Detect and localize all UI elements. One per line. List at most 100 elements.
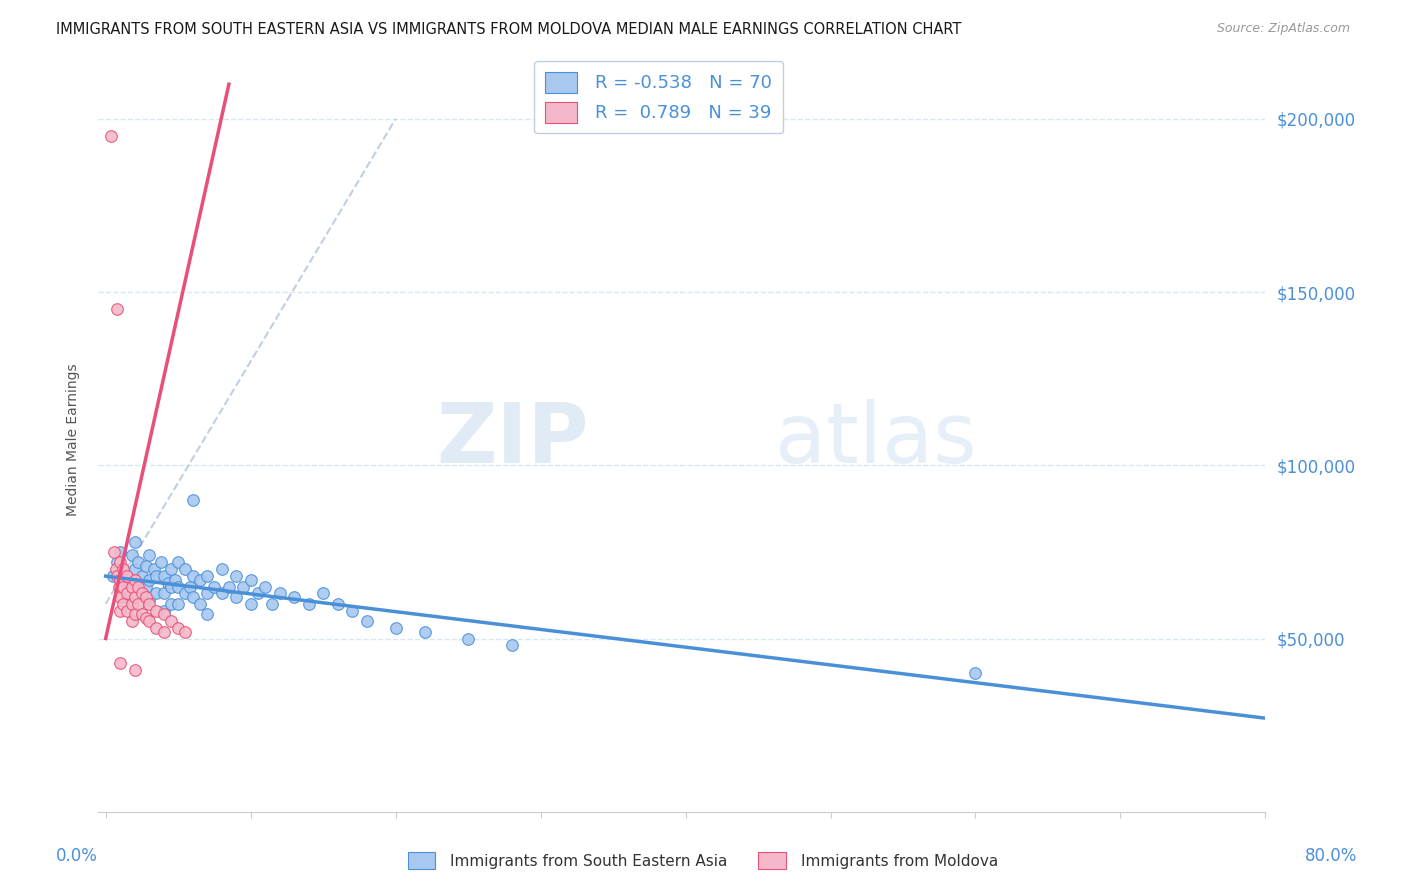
Text: ZIP: ZIP bbox=[436, 399, 589, 480]
Point bbox=[135, 611, 157, 625]
Point bbox=[117, 569, 139, 583]
Point bbox=[127, 597, 149, 611]
Point bbox=[211, 562, 233, 576]
Point bbox=[121, 597, 143, 611]
Point bbox=[152, 607, 174, 622]
Point bbox=[167, 621, 190, 635]
Point bbox=[124, 607, 146, 622]
Point bbox=[239, 573, 262, 587]
Point bbox=[181, 492, 204, 507]
Point bbox=[195, 569, 218, 583]
Point bbox=[138, 593, 160, 607]
Point bbox=[298, 597, 321, 611]
Point bbox=[218, 580, 240, 594]
Point bbox=[108, 590, 131, 604]
Point bbox=[104, 562, 127, 576]
Point bbox=[124, 534, 146, 549]
Point bbox=[965, 666, 987, 681]
Point bbox=[165, 573, 187, 587]
Point bbox=[413, 624, 436, 639]
Point bbox=[131, 586, 153, 600]
Point bbox=[457, 632, 479, 646]
Point bbox=[108, 604, 131, 618]
Point bbox=[117, 586, 139, 600]
Point bbox=[167, 597, 190, 611]
Text: Source: ZipAtlas.com: Source: ZipAtlas.com bbox=[1216, 22, 1350, 36]
Point bbox=[108, 580, 131, 594]
Point bbox=[121, 580, 143, 594]
Point bbox=[232, 580, 254, 594]
Text: 0.0%: 0.0% bbox=[56, 847, 98, 864]
Point bbox=[121, 614, 143, 628]
Point bbox=[149, 555, 172, 569]
Point bbox=[188, 597, 211, 611]
Point bbox=[121, 576, 143, 591]
Point bbox=[108, 545, 131, 559]
Point bbox=[108, 573, 131, 587]
Point bbox=[108, 656, 131, 670]
Point bbox=[135, 590, 157, 604]
Point bbox=[156, 576, 179, 591]
Point bbox=[105, 302, 128, 317]
Point bbox=[142, 562, 165, 576]
Point bbox=[262, 597, 284, 611]
Point bbox=[152, 624, 174, 639]
Point bbox=[239, 597, 262, 611]
Point bbox=[181, 590, 204, 604]
Point bbox=[174, 562, 197, 576]
Point bbox=[117, 604, 139, 618]
Point bbox=[202, 580, 225, 594]
Point bbox=[124, 573, 146, 587]
Point bbox=[121, 549, 143, 563]
Point bbox=[145, 586, 167, 600]
Point bbox=[312, 586, 335, 600]
Text: 80.0%: 80.0% bbox=[1305, 847, 1357, 864]
Point bbox=[127, 555, 149, 569]
Point bbox=[100, 129, 122, 144]
Point bbox=[105, 555, 128, 569]
Point bbox=[225, 590, 247, 604]
Point bbox=[269, 586, 291, 600]
Point bbox=[356, 614, 378, 628]
Point bbox=[138, 614, 160, 628]
Point bbox=[384, 621, 406, 635]
Point bbox=[145, 604, 167, 618]
Point bbox=[160, 562, 183, 576]
Point bbox=[127, 580, 149, 594]
Y-axis label: Median Male Earnings: Median Male Earnings bbox=[66, 363, 80, 516]
Point bbox=[211, 586, 233, 600]
Point bbox=[107, 580, 129, 594]
Point bbox=[112, 597, 135, 611]
Point bbox=[152, 569, 174, 583]
Point bbox=[326, 597, 349, 611]
Point bbox=[124, 562, 146, 576]
Point bbox=[124, 590, 146, 604]
Point bbox=[138, 573, 160, 587]
Point bbox=[105, 569, 128, 583]
Point bbox=[112, 562, 135, 576]
Legend: R = -0.538   N = 70, R =  0.789   N = 39: R = -0.538 N = 70, R = 0.789 N = 39 bbox=[534, 61, 783, 134]
Point bbox=[501, 639, 523, 653]
Point bbox=[145, 569, 167, 583]
Point bbox=[195, 586, 218, 600]
Point bbox=[160, 614, 183, 628]
Point bbox=[138, 549, 160, 563]
Point bbox=[124, 580, 146, 594]
Point bbox=[160, 580, 183, 594]
Point bbox=[117, 590, 139, 604]
Point bbox=[246, 586, 269, 600]
Point bbox=[254, 580, 277, 594]
Point bbox=[124, 663, 146, 677]
Point bbox=[167, 580, 190, 594]
Point bbox=[131, 586, 153, 600]
Text: IMMIGRANTS FROM SOUTH EASTERN ASIA VS IMMIGRANTS FROM MOLDOVA MEDIAN MALE EARNIN: IMMIGRANTS FROM SOUTH EASTERN ASIA VS IM… bbox=[56, 22, 962, 37]
Point bbox=[181, 569, 204, 583]
Text: atlas: atlas bbox=[775, 399, 977, 480]
Point bbox=[152, 604, 174, 618]
Point bbox=[117, 569, 139, 583]
Point bbox=[152, 586, 174, 600]
Point bbox=[135, 558, 157, 573]
Point bbox=[131, 569, 153, 583]
Point bbox=[225, 569, 247, 583]
Point bbox=[340, 604, 363, 618]
